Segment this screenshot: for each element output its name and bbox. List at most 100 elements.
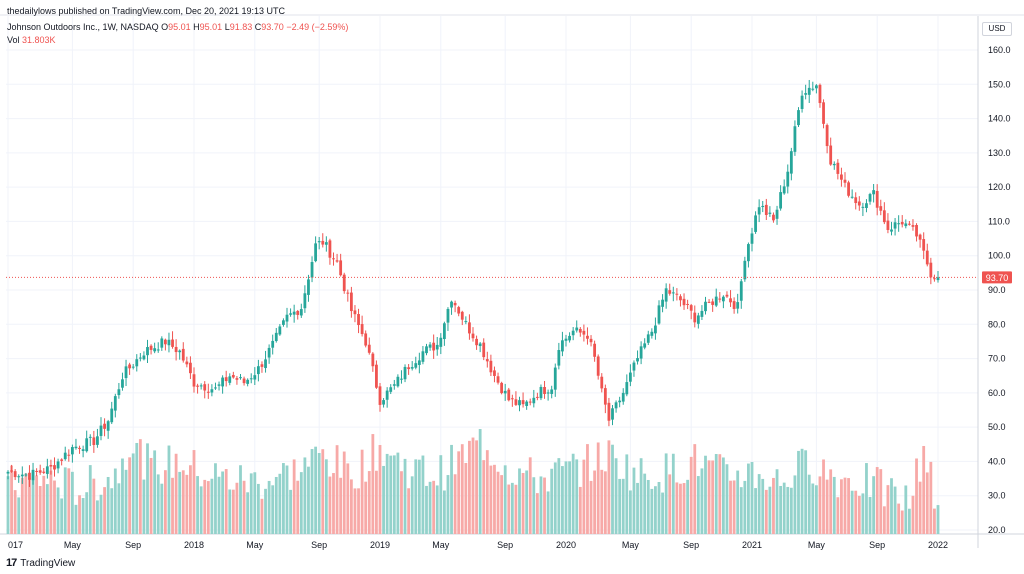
volume-bar [468,440,471,534]
volume-bar [643,473,647,534]
volume-bar [668,474,672,534]
candle-body [793,126,797,152]
candle-body [375,364,378,388]
high-value: 95.01 [199,22,223,32]
volume-bar [721,457,725,534]
volume-bar [167,445,171,534]
candle-body [321,240,325,245]
candle-body [925,250,929,265]
volume-bar [264,488,267,534]
volume-bar [496,471,500,534]
candle-body [500,382,504,394]
volume-bar [764,489,768,534]
volume-bar [85,492,89,534]
volume-bar [453,474,457,534]
candle-body [886,220,890,230]
candle-body [933,278,936,280]
volume-bar [711,460,715,534]
candle-body [460,311,464,320]
volume-bar [221,471,225,534]
candle-body [260,364,264,367]
volume-bar [224,469,228,534]
candle-body [600,376,604,389]
candle-body [335,260,339,262]
candle-body [485,359,489,362]
candle-body [371,353,375,367]
volume-bar [99,494,103,534]
volume-bar [550,468,554,534]
candle-body [185,361,189,365]
candle-body [174,346,178,353]
currency-button[interactable]: USD [982,22,1012,36]
volume-bar [74,504,78,534]
candle-body [854,197,858,204]
volume-bar [324,459,328,534]
volume-bar [632,467,636,534]
volume-bar [621,478,625,534]
candle-body [17,476,21,478]
volume-bar [396,452,400,534]
candle-body [92,437,96,446]
candle-body [639,346,643,359]
volume-bar [163,470,167,534]
volume-bar [868,497,872,534]
candle-body [725,294,729,297]
volume-bar [797,450,800,534]
volume-bar [575,459,579,534]
candle-body [106,421,110,431]
volume-bar [96,500,99,534]
candle-body [475,338,478,346]
candle-body [897,223,901,225]
volume-bar [822,459,825,534]
volume-bar [425,485,428,534]
candle-body [124,366,128,379]
candle-body [596,356,600,376]
candle-body [135,359,139,367]
volume-bar [503,465,507,534]
volume-bar [532,477,536,534]
candle-body [836,162,840,174]
candle-body [671,292,675,294]
volume-bar [596,442,600,534]
volume-bar [13,490,17,534]
candle-body [621,392,625,402]
candle-body [650,331,654,336]
candle-body [153,348,157,352]
candle-body [146,347,149,356]
candle-body [113,396,117,411]
candle-body [471,333,475,339]
volume-bar [482,460,486,534]
candle-body [181,348,185,361]
candle-body [786,171,790,187]
volume-bar [911,495,915,534]
candle-body [775,209,779,219]
x-tick-label: 2021 [742,540,762,550]
volume-bar [214,463,217,534]
candle-body [299,309,303,316]
volume-bar [696,476,700,534]
volume-bar [725,464,729,534]
volume-bar [689,456,693,534]
y-tick-label: 30.0 [988,491,1006,501]
candle-body [267,347,271,358]
volume-bar [775,469,779,534]
tradingview-logo[interactable]: 17 TradingView [6,557,75,569]
x-tick-label: May [432,540,450,550]
candle-body [396,376,400,387]
volume-bar [890,478,893,534]
volume-bar [879,469,883,534]
volume-bar [654,486,657,534]
candle-body [732,301,736,309]
candle-body [782,186,786,194]
volume-bar [460,444,464,534]
candle-body [804,93,808,95]
candle-body [900,221,904,225]
volume-bar [321,449,325,534]
candle-body [929,262,933,278]
candle-body [757,207,761,215]
candle-body [654,325,657,334]
volume-bar [757,474,761,534]
candle-body [450,301,453,308]
candle-body [593,343,597,357]
